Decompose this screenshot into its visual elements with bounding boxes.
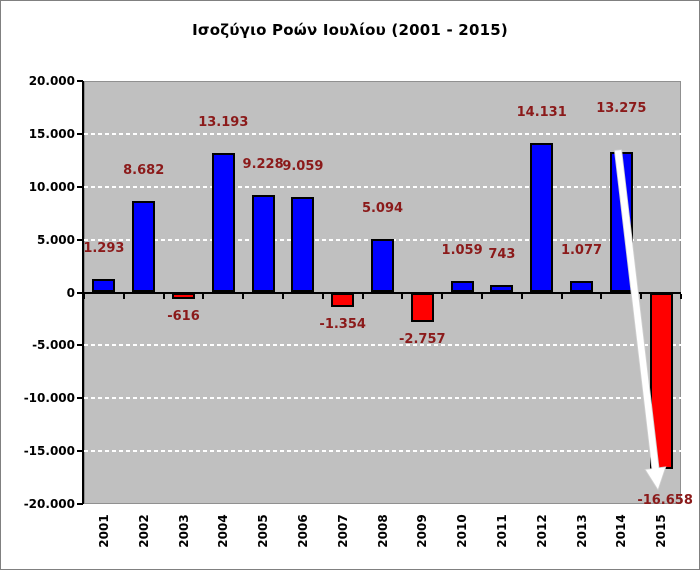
y-axis-label: -15.000: [23, 444, 75, 459]
bar-2012: [530, 143, 554, 293]
value-label-2001: 1.293: [83, 240, 125, 256]
x-axis-label-2005: 2005: [256, 514, 271, 548]
x-axis-label-2015: 2015: [654, 514, 669, 548]
x-axis-label-2010: 2010: [455, 514, 470, 548]
x-axis-label-2002: 2002: [136, 514, 151, 548]
value-label-2015: -16.658: [637, 492, 693, 508]
bar-2009: [410, 292, 434, 322]
x-axis-label-2003: 2003: [176, 514, 191, 548]
y-axis-tick: [77, 238, 83, 241]
bar-2015: [649, 292, 673, 469]
x-axis-label-2011: 2011: [494, 514, 509, 548]
y-axis-tick: [77, 450, 83, 453]
value-label-2003: -616: [167, 309, 200, 324]
x-axis-label-2001: 2001: [96, 514, 111, 548]
value-label-2005: 9.228: [242, 156, 284, 172]
gridline: [84, 185, 681, 188]
y-axis-tick: [77, 397, 83, 400]
x-axis-tick: [361, 293, 364, 299]
bar-2002: [132, 200, 156, 293]
value-label-2004: 13.193: [198, 114, 249, 130]
x-axis-label-2007: 2007: [335, 514, 350, 548]
x-axis-tick: [282, 293, 284, 299]
x-axis-label-2008: 2008: [375, 514, 390, 548]
x-axis-tick: [520, 293, 523, 299]
bar-2003: [172, 292, 195, 299]
x-axis-tick: [202, 293, 205, 299]
chart-title: Ισοζύγιο Ροών Ιουλίου (2001 - 2015): [192, 21, 508, 39]
x-axis-tick: [481, 293, 483, 299]
value-label-2010: 1.059: [441, 243, 483, 259]
y-axis-tick: [77, 291, 83, 294]
y-axis-label: 5.000: [37, 232, 75, 247]
value-label-2002: 8.682: [123, 162, 165, 178]
value-label-2009: -2.757: [399, 331, 446, 347]
y-axis-line: [82, 81, 84, 504]
x-axis-tick: [242, 293, 245, 299]
x-axis-tick: [162, 293, 165, 299]
y-axis-label: 10.000: [28, 179, 75, 194]
x-axis-label-2009: 2009: [415, 514, 430, 548]
bar-2005: [251, 194, 275, 293]
x-axis-label-2004: 2004: [216, 514, 231, 548]
y-axis-label: 15.000: [28, 126, 75, 141]
gridline: [84, 397, 681, 400]
x-axis-tick: [401, 293, 404, 299]
x-axis-label-2012: 2012: [534, 514, 549, 548]
gridline: [84, 132, 681, 135]
x-axis-zero-line: [84, 291, 681, 294]
y-axis-tick: [77, 80, 83, 82]
y-axis-label: 20.000: [28, 74, 75, 88]
y-axis-label: -10.000: [23, 391, 75, 406]
bar-2006: [291, 196, 315, 293]
gridline: [84, 450, 681, 453]
value-label-2013: 1.077: [560, 243, 603, 259]
value-label-2006: 9.059: [282, 158, 324, 174]
x-axis-label-2014: 2014: [614, 514, 629, 548]
y-axis-label: -5.000: [32, 338, 75, 353]
value-label-2012: 14.131: [516, 105, 567, 121]
x-axis-tick: [441, 293, 444, 299]
bar-2008: [371, 238, 394, 293]
bar-2011: [490, 284, 514, 293]
bar-2013: [570, 281, 593, 293]
gridline: [84, 344, 681, 347]
bar-2004: [211, 152, 235, 293]
x-axis-tick: [321, 293, 324, 299]
value-label-2007: -1.354: [319, 316, 366, 332]
y-axis-tick: [77, 503, 83, 505]
bar-2010: [450, 281, 474, 293]
y-axis-label: 0: [66, 285, 75, 300]
y-axis-tick: [77, 132, 83, 135]
x-axis-label-2006: 2006: [295, 514, 310, 548]
x-axis-tick: [560, 293, 563, 299]
bar-2001: [92, 278, 116, 293]
x-axis-label-2013: 2013: [574, 514, 589, 548]
x-axis-tick: [640, 293, 643, 299]
x-axis-tick: [83, 293, 85, 299]
bar-2007: [331, 292, 355, 307]
value-label-2014: 13.275: [596, 101, 647, 117]
y-axis-label: -20.000: [23, 497, 75, 511]
x-axis-tick: [680, 293, 682, 299]
value-label-2011: 743: [488, 246, 516, 262]
x-axis-tick: [600, 293, 603, 299]
y-axis-tick: [77, 344, 83, 347]
x-axis-tick: [122, 293, 125, 299]
y-axis-tick: [77, 185, 83, 188]
bar-2014: [609, 152, 633, 293]
value-label-2008: 5.094: [361, 200, 404, 216]
